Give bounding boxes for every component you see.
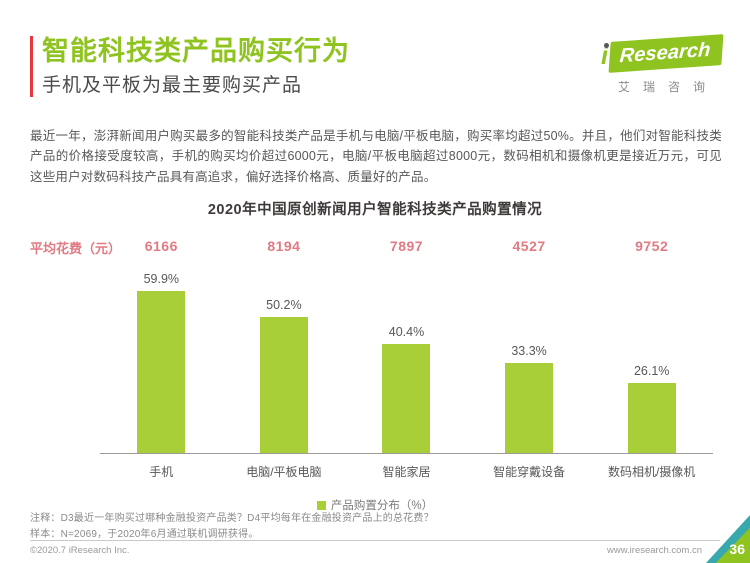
bar <box>259 317 308 453</box>
title-block: 智能科技类产品购买行为 手机及平板为最主要购买产品 <box>30 36 350 97</box>
bar-column: 40.4% <box>345 325 468 453</box>
footnotes: 注释：D3最近一年购买过哪种金融投资产品类？D4平均每年在金融投资产品上的总花费… <box>30 511 434 542</box>
copyright-text: ©2020.7 iResearch Inc. <box>30 545 130 556</box>
avg-spend-value: 6166 <box>144 238 178 254</box>
bar <box>137 291 186 453</box>
bar-value-label: 26.1% <box>633 363 670 378</box>
page-subtitle: 手机及平板为最主要购买产品 <box>42 75 303 97</box>
bar-column: 50.2% <box>223 298 346 453</box>
note-line-1: 注释：D3最近一年购买过哪种金融投资产品类？D4平均每年在金融投资产品上的总花费… <box>30 513 434 524</box>
avg-spend-value: 8194 <box>267 238 301 254</box>
bar-value-label: 40.4% <box>388 324 425 339</box>
plot-area: 59.9% 50.2% 40.4% 33.3% 26.1% <box>100 257 713 454</box>
category-label: 手机 <box>149 465 174 479</box>
title-accent-bar <box>30 36 33 97</box>
bar <box>505 363 554 453</box>
footer-divider <box>30 540 720 541</box>
note-line-2: 样本：N=2069，于2020年6月通过联机调研获得。 <box>30 528 259 540</box>
avg-spend-value: 7897 <box>389 238 424 254</box>
avg-spend-label: 平均花费（元） <box>30 241 122 256</box>
logo-wordmark-row: i Research <box>600 34 724 73</box>
logo-letter-i: i <box>600 42 609 70</box>
category-label: 电脑/平板电脑 <box>246 465 322 479</box>
avg-spend-value: 9752 <box>635 238 669 254</box>
category-label: 智能穿戴设备 <box>493 465 566 479</box>
logo-i-stem: i <box>600 42 608 70</box>
iresearch-logo: i Research 艾瑞咨询 <box>600 34 724 95</box>
category-axis: 手机 电脑/平板电脑 智能家居 智能穿戴设备 数码相机/摄像机 <box>100 463 713 480</box>
logo-chinese-name: 艾瑞咨询 <box>617 80 718 94</box>
logo-i-dot-icon <box>603 43 609 48</box>
legend-swatch-icon <box>316 500 326 510</box>
logo-wordmark: Research <box>608 34 724 73</box>
bar-value-label: 33.3% <box>511 344 547 359</box>
bar-column: 26.1% <box>590 364 713 453</box>
avg-spend-value: 4527 <box>512 238 546 254</box>
bar-chart: 2020年中国原创新闻用户智能科技类产品购置情况 平均花费（元） 6166 819… <box>30 198 720 513</box>
bar-column: 33.3% <box>468 344 591 453</box>
chart-title: 2020年中国原创新闻用户智能科技类产品购置情况 <box>207 202 543 218</box>
bar-value-label: 50.2% <box>266 298 302 313</box>
chart-legend: 产品购置分布（%） <box>30 497 720 513</box>
bar-value-label: 59.9% <box>143 272 180 287</box>
page-corner-decoration: 36 <box>706 515 750 563</box>
category-label: 数码相机/摄像机 <box>608 465 696 479</box>
bar <box>627 382 676 453</box>
page-title: 智能科技类产品购买行为 <box>42 36 350 66</box>
category-label: 智能家居 <box>382 465 431 479</box>
intro-paragraph: 最近一年，澎湃新闻用户购买最多的智能科技类产品是手机与电脑/平板电脑，购买率均超… <box>30 129 722 184</box>
avg-spend-values: 6166 8194 7897 4527 9752 <box>100 238 713 254</box>
page-number: 36 <box>729 541 745 557</box>
legend-label: 产品购置分布（%） <box>330 500 434 512</box>
bar-column: 59.9% <box>100 272 223 453</box>
avg-spend-row: 平均花费（元） 6166 8194 7897 4527 9752 <box>30 238 720 256</box>
bar <box>382 343 431 453</box>
website-link[interactable]: www.iresearch.com.cn <box>606 545 702 556</box>
page-header: 智能科技类产品购买行为 手机及平板为最主要购买产品 i Research 艾瑞咨… <box>30 34 724 97</box>
